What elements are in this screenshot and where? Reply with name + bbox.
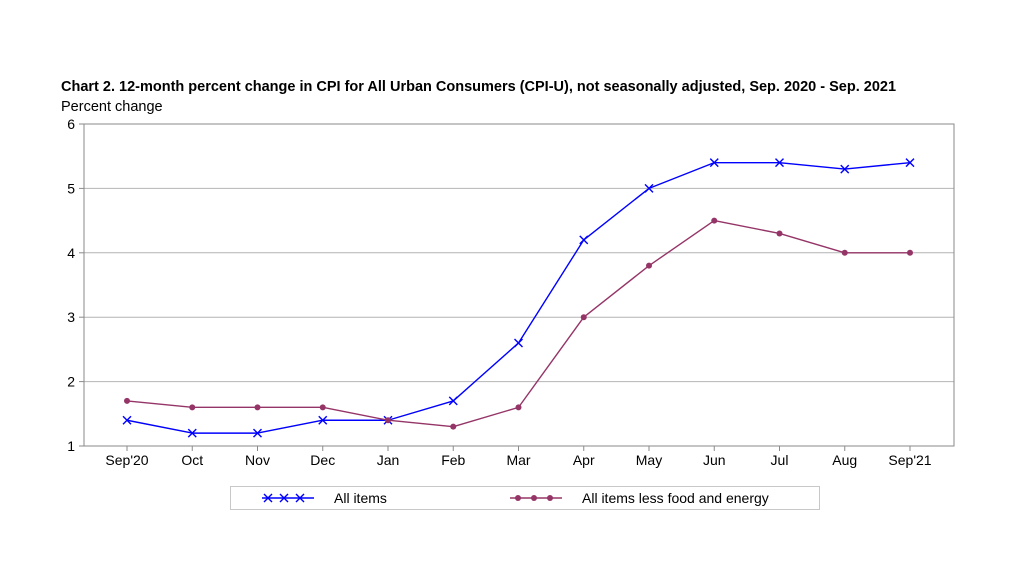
series-line	[126, 161, 911, 434]
data-point-x-marker	[644, 183, 654, 193]
x-tick-label: May	[636, 452, 662, 468]
y-tick-label: 5	[67, 180, 75, 196]
data-point-x-marker	[253, 428, 262, 438]
legend-label-core: All items less food and energy	[582, 490, 769, 506]
grid-lines	[84, 187, 954, 383]
data-point-circle-marker	[189, 404, 196, 411]
x-tick-label: Mar	[506, 452, 530, 468]
x-tick-label: Jan	[377, 452, 400, 468]
axis-ticks: 1 2 3 4 5 6 Sep'20 Oct Nov Dec Jan Feb Mar Apr May Jun J…	[67, 116, 932, 468]
data-point-x-marker	[905, 158, 915, 168]
x-tick-label: Jul	[771, 452, 789, 468]
legend-swatch-core	[510, 495, 562, 501]
legend-item-core: All items less food and energy	[508, 487, 769, 509]
x-tick-label: Dec	[310, 452, 335, 468]
data-point-circle-marker	[907, 249, 913, 256]
data-point-x-marker	[709, 158, 719, 168]
x-tick-label: Nov	[245, 452, 270, 468]
x-tick-label: Apr	[573, 452, 595, 468]
x-tick-label: Oct	[181, 452, 203, 468]
series-line	[126, 219, 910, 428]
data-point-x-marker	[840, 164, 850, 174]
y-tick-label: 1	[67, 438, 75, 454]
data-point-x-marker	[122, 415, 132, 425]
plot-area-frame	[83, 123, 955, 447]
data-point-circle-marker	[580, 314, 587, 321]
legend-item-all-items: All items	[260, 487, 387, 509]
legend-swatch-all-items	[262, 493, 314, 503]
data-point-x-marker	[187, 428, 197, 438]
y-tick-label: 3	[67, 309, 75, 325]
x-tick-label: Feb	[441, 452, 465, 468]
x-tick-label: Jun	[703, 452, 726, 468]
series-layer	[122, 158, 915, 438]
legend-label-all-items: All items	[334, 490, 387, 506]
data-point-x-marker	[514, 338, 523, 348]
data-point-circle-marker	[841, 249, 848, 256]
data-point-circle-marker	[776, 230, 783, 237]
series-all-items	[122, 158, 915, 438]
data-point-circle-marker	[385, 417, 391, 424]
data-point-circle-marker	[450, 423, 457, 430]
chart-title: Chart 2. 12-month percent change in CPI …	[61, 79, 897, 95]
data-point-x-marker	[448, 396, 458, 406]
data-point-x-marker	[775, 158, 784, 168]
data-point-x-marker	[579, 235, 589, 245]
data-point-circle-marker	[515, 404, 522, 411]
data-point-circle-marker	[646, 262, 652, 269]
x-tick-label: Sep'21	[888, 452, 931, 468]
y-tick-label: 2	[67, 374, 75, 390]
data-point-circle-marker	[319, 404, 326, 411]
x-tick-label: Aug	[832, 452, 857, 468]
series-core	[124, 217, 913, 430]
data-point-circle-marker	[711, 217, 718, 224]
data-point-x-marker	[318, 415, 328, 425]
x-tick-label: Sep'20	[105, 452, 148, 468]
y-tick-label: 4	[67, 245, 75, 261]
legend: All items All items less food and energy	[230, 486, 820, 510]
y-tick-label: 6	[67, 116, 75, 132]
data-point-circle-marker	[124, 397, 130, 404]
data-point-circle-marker	[254, 404, 261, 411]
y-axis-label: Percent change	[61, 99, 163, 115]
